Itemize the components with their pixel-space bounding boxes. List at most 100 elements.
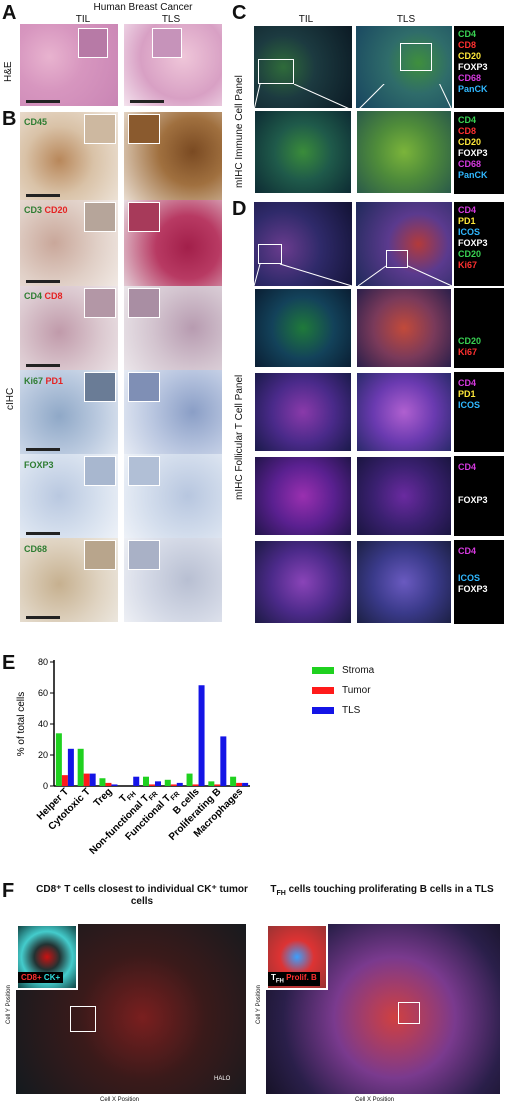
legend-item: CD4 [458, 115, 477, 125]
panel-d-legend-row2: CD4 PD1 ICOS [454, 372, 504, 452]
mihc-tfh-til-overview [254, 202, 352, 286]
panel-label-a: A [2, 2, 17, 24]
panel-label-f: F [2, 880, 15, 902]
legend-item: Ki67 [458, 347, 478, 357]
panel-d-legend-row4: CD4 ICOS FOXP3 [454, 540, 504, 624]
ihc-tag-6: CD68 [24, 544, 48, 554]
legend-item: FOXP3 [458, 238, 488, 248]
panel-label-d: D [232, 198, 247, 220]
mihc-tfh-tls-cd4-foxp3 [356, 456, 452, 536]
bar-tls [133, 776, 140, 786]
ihc-cd45-til [20, 112, 118, 200]
he-tls-image [124, 24, 222, 106]
legend-tls: TLS [312, 705, 360, 716]
y-tick-label: 40 [38, 719, 48, 729]
scale-bar [26, 364, 60, 367]
panel-d-legend-row3: CD4 FOXP3 [454, 456, 504, 536]
scale-bar [26, 532, 60, 535]
bar-tls [242, 782, 249, 786]
panel-d-legend-row1: CD20 Ki67 [454, 288, 504, 368]
panel-c-col-til: TIL [298, 14, 314, 25]
bar-tumor [149, 784, 155, 786]
panel-a-title: Human Breast Cancer [93, 2, 193, 13]
legend-item: CD4 [458, 546, 477, 556]
ihc-cd68-til [20, 538, 118, 622]
bar-stroma [230, 776, 237, 786]
panel-c-row-label: mIHC Immune Cell Panel [234, 75, 245, 188]
panel-d-row-label: mIHC Follicular T Cell Panel [234, 374, 245, 500]
inset-box [128, 288, 160, 318]
legend-item: PanCK [458, 84, 488, 94]
mihc-tfh-tls-cd4-icos-foxp3 [356, 540, 452, 624]
scale-bar [130, 100, 164, 103]
bar-tls [198, 685, 205, 786]
inset-box [386, 250, 408, 268]
ihc-cd3-cd20-tls [124, 200, 222, 286]
inset-box [84, 372, 116, 402]
inset-box [70, 1006, 96, 1032]
f-right-yaxis: Cell Y Position [256, 985, 262, 1024]
legend-item: Ki67 [458, 260, 478, 270]
ihc-ki67-pd1-tls [124, 370, 222, 454]
legend-item: ICOS [458, 573, 481, 583]
bar-tumor [61, 775, 68, 786]
legend-item: ICOS [458, 227, 481, 237]
panel-a-row-label: H&E [3, 61, 14, 82]
panel-label-b: B [2, 108, 17, 130]
panel-a-col-til: TIL [75, 14, 91, 25]
mihc-tfh-tls-cd4-pd1-icos [356, 372, 452, 452]
ihc-cd4-cd8-til [20, 286, 118, 370]
legend-item: CD20 [458, 249, 482, 259]
bar-stroma [164, 779, 171, 786]
legend-swatch [312, 686, 334, 694]
ihc-tag-4: Ki67 PD1 [24, 376, 64, 386]
inset-box [258, 244, 282, 264]
legend-item: CD20 [458, 51, 482, 61]
panel-b-row-label: cIHC [5, 387, 16, 410]
bar-tumor [83, 773, 90, 786]
inset-box [84, 288, 116, 318]
scale-bar [26, 100, 60, 103]
y-axis-label: % of total cells [16, 692, 27, 756]
inset-box [84, 202, 116, 232]
legend-stroma: Stroma [312, 665, 374, 676]
bar-tls [111, 784, 118, 786]
ihc-foxp3-til [20, 454, 118, 538]
mihc-tfh-til-cd20-ki67 [254, 288, 352, 368]
legend-item: FOXP3 [458, 62, 488, 72]
legend-item: PD1 [458, 389, 476, 399]
legend-item: PD1 [458, 216, 476, 226]
y-tick-label: 60 [38, 688, 48, 698]
bar-stroma [186, 773, 193, 786]
panel-c-legend-top: CD4 CD8 CD20 FOXP3 CD68 PanCK [454, 26, 504, 108]
legend-item: PanCK [458, 170, 488, 180]
legend-item: CD8 [458, 40, 477, 50]
legend-label: Tumor [342, 685, 371, 696]
bar-tumor [105, 782, 112, 786]
bar-tls [155, 781, 161, 786]
legend-item: ICOS [458, 400, 481, 410]
bar-tumor [214, 784, 221, 786]
legend-item: FOXP3 [458, 584, 488, 594]
bar-tls [176, 782, 183, 786]
panel-c-col-tls: TLS [396, 14, 416, 25]
panel-f-left-title: CD8⁺ T cells closest to individual CK⁺ t… [36, 884, 248, 907]
legend-label: TLS [342, 705, 361, 716]
inset-box [128, 372, 160, 402]
halo-tfh-b-map [266, 924, 500, 1094]
legend-swatch [312, 666, 334, 674]
inset-box [128, 456, 160, 486]
ihc-ki67-pd1-til [20, 370, 118, 454]
legend-item: CD20 [458, 336, 482, 346]
legend-tumor: Tumor [312, 685, 371, 696]
inset-box [128, 202, 160, 232]
panel-f-right-title: TFH cells touching proliferating B cells… [270, 884, 494, 897]
scale-bar [26, 616, 60, 619]
inset-box [128, 114, 160, 144]
ihc-cd4-cd8-tls [124, 286, 222, 370]
he-til-inset [78, 28, 108, 58]
inset-box [84, 540, 116, 570]
legend-item: FOXP3 [458, 148, 488, 158]
legend-item: CD68 [458, 73, 482, 83]
mihc-tfh-til-cd4-icos-foxp3 [254, 540, 352, 624]
